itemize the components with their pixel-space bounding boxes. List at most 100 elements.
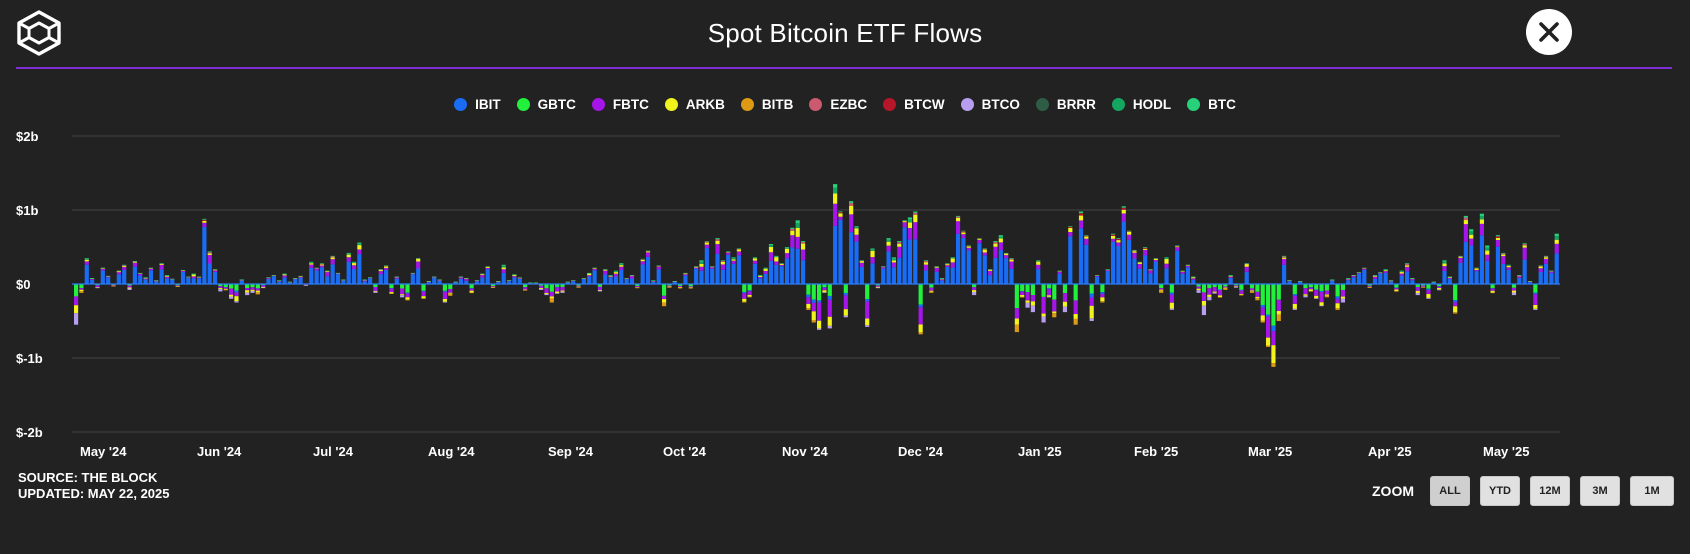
legend-item-fbtc[interactable]: FBTC	[591, 94, 649, 114]
bar-segment-btc	[945, 263, 950, 264]
bar-segment-gbtc	[1073, 284, 1078, 301]
bar-segment-fbtc	[1314, 290, 1319, 296]
legend-item-btco[interactable]: BTCO	[960, 94, 1020, 114]
legend-item-btc[interactable]: BTC	[1187, 94, 1236, 114]
bar-segment-btc	[854, 226, 859, 228]
bar-segment-ibit	[619, 270, 624, 284]
bar-segment-btcw	[319, 263, 325, 265]
bar-segment-bitb	[929, 291, 934, 293]
bar-segment-arkb	[1479, 219, 1484, 224]
bar-segment-fbtc	[277, 280, 282, 282]
bar-segment-fbtc	[619, 266, 624, 271]
bar-segment-fbtc	[303, 284, 309, 286]
legend-item-btcw[interactable]: BTCW	[883, 94, 945, 114]
bar-segment-btco	[1062, 306, 1068, 313]
bar-segment-ibit	[710, 268, 715, 284]
bar-segment-gbtc	[1233, 284, 1239, 286]
bar-segment-fbtc	[544, 288, 549, 293]
bar-segment-gbtc	[1025, 284, 1030, 293]
bar-segment-ibit	[389, 288, 394, 289]
bar-segment-hodl	[907, 219, 913, 223]
bar-segment-arkb	[950, 258, 955, 263]
bar-segment-btco	[544, 294, 549, 296]
bar-segment-ibit	[1020, 291, 1025, 292]
bar-segment-fbtc	[1495, 239, 1501, 247]
bar-segment-ibit	[608, 277, 613, 284]
bar-segment-btc	[640, 258, 645, 260]
bar-segment-btcw	[202, 219, 207, 221]
legend-item-ibit[interactable]: IBIT	[454, 94, 501, 114]
bar-segment-arkb	[389, 292, 394, 294]
bar-segment-gbtc	[1169, 284, 1174, 293]
bar-segment-arkb	[1217, 295, 1223, 297]
bar-segment-ibit	[859, 266, 864, 284]
bar-segment-gbtc	[929, 284, 934, 288]
bar-segment-btc	[496, 281, 501, 282]
bar-segment-btco	[1089, 318, 1094, 321]
legend-item-ezbc[interactable]: EZBC	[809, 94, 867, 114]
bar-segment-btcw	[1175, 245, 1180, 247]
legend-label: HODL	[1132, 96, 1172, 112]
bar-segment-arkb	[448, 292, 453, 294]
bar-segment-btc	[736, 248, 741, 250]
bar-segment-ibit	[897, 257, 902, 284]
bar-segment-btc	[480, 273, 485, 275]
zoom-button-all[interactable]: ALL	[1430, 476, 1470, 506]
bar-segment-btc	[1191, 276, 1196, 278]
bar-segment-fbtc	[191, 276, 196, 279]
bar-segment-arkb	[1335, 303, 1340, 309]
legend-item-hodl[interactable]: HODL	[1111, 94, 1172, 114]
bar-segment-fbtc	[1025, 292, 1030, 301]
bar-segment-arkb	[229, 294, 234, 297]
bar-segment-ibit	[629, 278, 635, 284]
zoom-button-3m[interactable]: 3M	[1580, 476, 1620, 506]
bar-segment-arkb	[319, 264, 325, 266]
bar-segment-bitb	[1367, 287, 1372, 288]
bar-segment-hodl	[1554, 236, 1559, 240]
bar-segment-arkb	[512, 274, 517, 277]
bar-segment-fbtc	[731, 260, 736, 264]
bar-segment-bitb	[1255, 298, 1260, 301]
bar-segment-btc	[982, 248, 987, 250]
legend-item-arkb[interactable]: ARKB	[664, 94, 725, 114]
bar-segment-fbtc	[1239, 290, 1244, 294]
bar-segment-ibit	[993, 257, 998, 284]
bar-segment-ibit	[833, 225, 838, 284]
legend-item-bitb[interactable]: BITB	[740, 94, 793, 114]
bar-segment-ibit	[1490, 288, 1495, 289]
bar-segment-ibit	[1394, 287, 1399, 289]
zoom-button-ytd[interactable]: YTD	[1480, 476, 1520, 506]
bar-segment-ibit	[314, 270, 319, 284]
bar-segment-ibit	[768, 260, 774, 284]
bar-segment-fbtc	[597, 286, 603, 290]
bar-segment-btc	[886, 238, 891, 240]
bar-segment-ibit	[1335, 296, 1340, 299]
bar-segment-ibit	[918, 304, 923, 308]
bar-segment-btc	[571, 280, 576, 281]
bar-segment-arkb	[74, 305, 79, 314]
bar-segment-fbtc	[923, 264, 929, 271]
bar-segment-btc	[1527, 281, 1533, 282]
bar-segment-btc	[1549, 270, 1554, 272]
bar-segment-ibit	[1463, 241, 1468, 284]
bar-segment-btc	[592, 267, 597, 269]
bar-segment-ibit	[453, 282, 458, 284]
zoom-button-12m[interactable]: 12M	[1530, 476, 1570, 506]
bar-segment-fbtc	[1276, 299, 1281, 311]
bar-segment-arkb	[619, 265, 624, 267]
close-button[interactable]	[1526, 9, 1572, 55]
legend-item-gbtc[interactable]: GBTC	[516, 94, 576, 114]
bar-segment-arkb	[416, 258, 421, 262]
legend-item-brrr[interactable]: BRRR	[1035, 94, 1096, 114]
bar-segment-btc	[774, 255, 779, 257]
zoom-button-1m[interactable]: 1M	[1630, 476, 1674, 506]
bar-segment-fbtc	[1062, 293, 1068, 302]
bar-segment-gbtc	[490, 284, 496, 287]
bar-segment-btco	[74, 313, 79, 325]
bar-segment-btc	[1121, 206, 1126, 208]
bar-segment-fbtc	[1282, 258, 1287, 265]
bar-segment-fbtc	[560, 286, 565, 291]
bar-segment-ibit	[159, 269, 164, 284]
bar-segment-arkb	[1100, 297, 1105, 302]
bar-segment-arkb	[234, 296, 239, 302]
